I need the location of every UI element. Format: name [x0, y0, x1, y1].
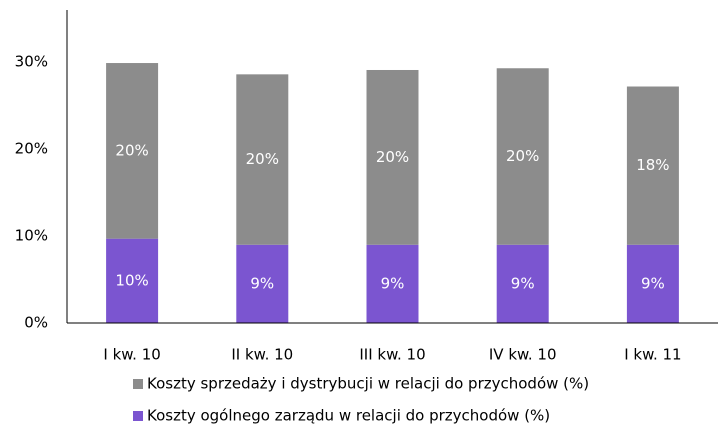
data-label: 20% [246, 150, 279, 168]
data-label: 20% [376, 148, 409, 166]
y-tick-label: 0% [24, 314, 48, 332]
data-label: 9% [511, 274, 535, 292]
data-label: 10% [115, 271, 148, 289]
x-tick-label: I kw. 10 [103, 346, 160, 364]
x-tick-label: II kw. 10 [231, 346, 293, 364]
bar-segment [106, 238, 159, 323]
legend-label: Koszty ogólnego zarządu w relacji do prz… [147, 407, 550, 425]
bar-segment [236, 244, 289, 323]
legend-label: Koszty sprzedaży i dystrybucji w relacji… [147, 375, 589, 393]
data-label: 20% [506, 147, 539, 165]
bar-segment [626, 244, 679, 323]
legend-swatch [133, 411, 143, 421]
y-tick-label: 10% [15, 227, 48, 245]
data-label: 18% [636, 156, 669, 174]
bar-segment [496, 244, 549, 323]
data-label: 20% [115, 141, 148, 159]
bar-segment [366, 69, 419, 245]
x-tick-label: I kw. 11 [624, 346, 681, 364]
data-label: 9% [381, 274, 405, 292]
legend-swatch [133, 379, 143, 389]
data-label: 9% [250, 274, 274, 292]
bar-segment [626, 86, 679, 245]
y-tick-label: 30% [15, 53, 48, 71]
x-tick-label: III kw. 10 [359, 346, 425, 364]
bar-segment [106, 63, 159, 239]
bar-segment [236, 74, 289, 245]
bar-segment [366, 244, 419, 323]
y-tick-label: 20% [15, 140, 48, 158]
x-tick-label: IV kw. 10 [489, 346, 557, 364]
bar-segment [496, 68, 549, 245]
data-label: 9% [641, 274, 665, 292]
